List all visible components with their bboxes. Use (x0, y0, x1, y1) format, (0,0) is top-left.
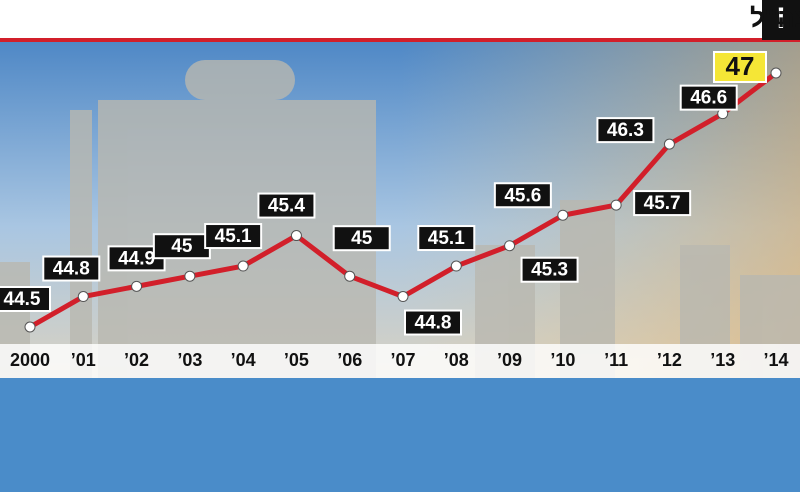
x-tick-label: ’13 (710, 350, 735, 370)
value-label-box (633, 190, 692, 217)
point (450, 260, 462, 272)
point (397, 291, 409, 303)
value-label-box (493, 182, 552, 209)
x-tick-label: ’09 (497, 350, 522, 370)
value-label-box (204, 223, 263, 250)
value-label: 46.3 (607, 120, 644, 141)
value-label-box (404, 309, 462, 336)
x-tick-label: ’06 (337, 350, 362, 370)
value-label-box (42, 255, 101, 282)
point (237, 260, 249, 272)
value-label: 44.5 (4, 289, 41, 310)
point (290, 230, 302, 242)
value-label-box (713, 51, 767, 83)
x-tick-label: ’11 (604, 350, 628, 370)
point (557, 209, 569, 221)
x-tick-label: ’12 (657, 350, 682, 370)
alert-icon: ! (776, 2, 786, 35)
point (770, 67, 782, 79)
x-tick-label: ’02 (124, 350, 149, 370)
x-tick-label: ’05 (284, 350, 309, 370)
point (131, 280, 143, 292)
x-tick-label: ’14 (763, 350, 788, 370)
value-label-box (332, 225, 391, 252)
value-label-box (520, 256, 579, 283)
header-rule (0, 38, 800, 42)
x-tick-label: ’04 (231, 350, 256, 370)
point (184, 270, 196, 282)
value-label: 44.8 (415, 313, 452, 334)
point (504, 240, 516, 252)
value-label: 45.4 (268, 196, 305, 217)
point (77, 291, 89, 303)
chart-title: גיל הפרישה הממוצע מצה"ל (750, 3, 800, 33)
value-label-box (0, 286, 51, 312)
value-label: 47 (726, 51, 755, 81)
x-tick-label: ’10 (550, 350, 575, 370)
value-label: 44.8 (53, 259, 90, 280)
value-label: 45 (351, 228, 373, 249)
x-tick-label: ’01 (71, 350, 96, 370)
axis-band (0, 344, 800, 378)
value-label: 45.6 (504, 185, 541, 206)
value-label: 45.7 (644, 193, 681, 214)
value-label: 45.1 (215, 226, 252, 247)
value-label-box (679, 84, 738, 111)
value-label: 44.9 (118, 248, 155, 269)
header-bar (0, 0, 800, 40)
alert-box (762, 0, 800, 40)
x-tick-label: ’03 (177, 350, 202, 370)
footer-band (0, 378, 800, 492)
x-tick-label: ’07 (390, 350, 415, 370)
point (610, 199, 622, 211)
value-label-box (596, 117, 655, 144)
value-label: 45 (171, 236, 193, 257)
value-label: 45.1 (428, 228, 465, 249)
value-label-box (257, 192, 316, 219)
value-label-box (152, 233, 211, 260)
x-tick-label: ’08 (444, 350, 469, 370)
point (344, 270, 356, 282)
point (663, 138, 675, 150)
x-tick-label: 2000 (10, 350, 50, 370)
value-label: 45.3 (531, 260, 568, 281)
value-label: 46.6 (690, 88, 727, 109)
point (24, 321, 36, 333)
value-label-box (417, 225, 476, 252)
